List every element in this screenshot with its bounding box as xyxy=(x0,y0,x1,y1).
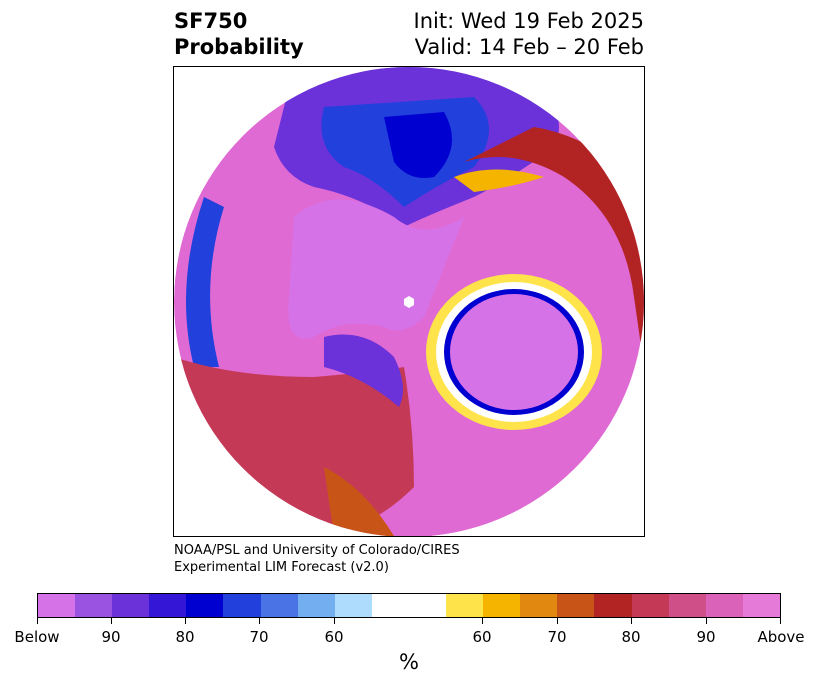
colorbar-tick xyxy=(334,618,335,624)
colorbar-segment xyxy=(38,594,76,617)
colorbar-tick xyxy=(780,618,781,624)
probability-title: Probability xyxy=(174,35,304,59)
colorbar-tick-label: 80 xyxy=(175,628,195,646)
east-above-band xyxy=(464,127,644,367)
colorbar-segment xyxy=(446,594,484,617)
west-below-wave xyxy=(288,199,464,339)
variable-title: SF750 xyxy=(174,9,248,33)
colorbar-segment xyxy=(223,594,261,617)
colorbar-segment xyxy=(297,594,335,617)
credit-line-1: NOAA/PSL and University of Colorado/CIRE… xyxy=(174,543,460,558)
colorbar-segment xyxy=(260,594,298,617)
colorbar-tick-label: 70 xyxy=(249,628,269,646)
colorbar-tick-label: 80 xyxy=(621,628,641,646)
colorbar-tick xyxy=(482,618,483,624)
colorbar-tick-label: Above xyxy=(757,628,805,646)
colorbar-tick-label: 90 xyxy=(101,628,121,646)
colorbar-segment xyxy=(149,594,187,617)
colorbar-tick-label: 70 xyxy=(547,628,567,646)
colorbar-tick xyxy=(259,618,260,624)
colorbar-tick xyxy=(37,618,38,624)
east-above-orange xyxy=(454,169,544,192)
colorbar-tick-label: 60 xyxy=(472,628,492,646)
colorbar-tick xyxy=(631,618,632,624)
colorbar xyxy=(37,593,781,618)
colorbar-segment xyxy=(668,594,706,617)
colorbar-tick-label: 60 xyxy=(324,628,344,646)
colorbar-tick-label: Below xyxy=(14,628,60,646)
colorbar-segment xyxy=(520,594,558,617)
colorbar-tick xyxy=(557,618,558,624)
colorbar-segment xyxy=(594,594,632,617)
colorbar-unit: % xyxy=(399,650,419,674)
colorbar-segment xyxy=(112,594,150,617)
colorbar-tick xyxy=(111,618,112,624)
valid-range: Valid: 14 Feb – 20 Feb xyxy=(414,35,644,59)
credit-line-2: Experimental LIM Forecast (v2.0) xyxy=(174,560,389,575)
credit-text: NOAA/PSL and University of Colorado/CIRE… xyxy=(174,542,460,576)
colorbar-segment xyxy=(186,594,224,617)
init-date: Init: Wed 19 Feb 2025 xyxy=(413,9,644,33)
colorbar-segment xyxy=(631,594,669,617)
map-panel xyxy=(173,66,645,537)
east-below-oval-core xyxy=(450,294,578,410)
colorbar-segment xyxy=(75,594,113,617)
colorbar-segment xyxy=(371,594,447,617)
colorbar-tick-label: 90 xyxy=(696,628,716,646)
colorbar-segment xyxy=(705,594,743,617)
colorbar-segment xyxy=(334,594,372,617)
title-left: SF750 Probability xyxy=(174,8,304,60)
south-above-orange xyxy=(324,467,394,536)
pole-marker xyxy=(404,296,414,308)
polar-map xyxy=(174,67,644,536)
title-right: Init: Wed 19 Feb 2025 Valid: 14 Feb – 20… xyxy=(414,8,644,60)
colorbar-segment xyxy=(742,594,780,617)
south-below-purple xyxy=(324,334,403,407)
colorbar-tick xyxy=(185,618,186,624)
north-below-peak xyxy=(384,112,452,178)
colorbar-segment xyxy=(483,594,521,617)
colorbar-segment xyxy=(557,594,595,617)
colorbar-tick xyxy=(706,618,707,624)
west-below-arc xyxy=(186,197,224,367)
